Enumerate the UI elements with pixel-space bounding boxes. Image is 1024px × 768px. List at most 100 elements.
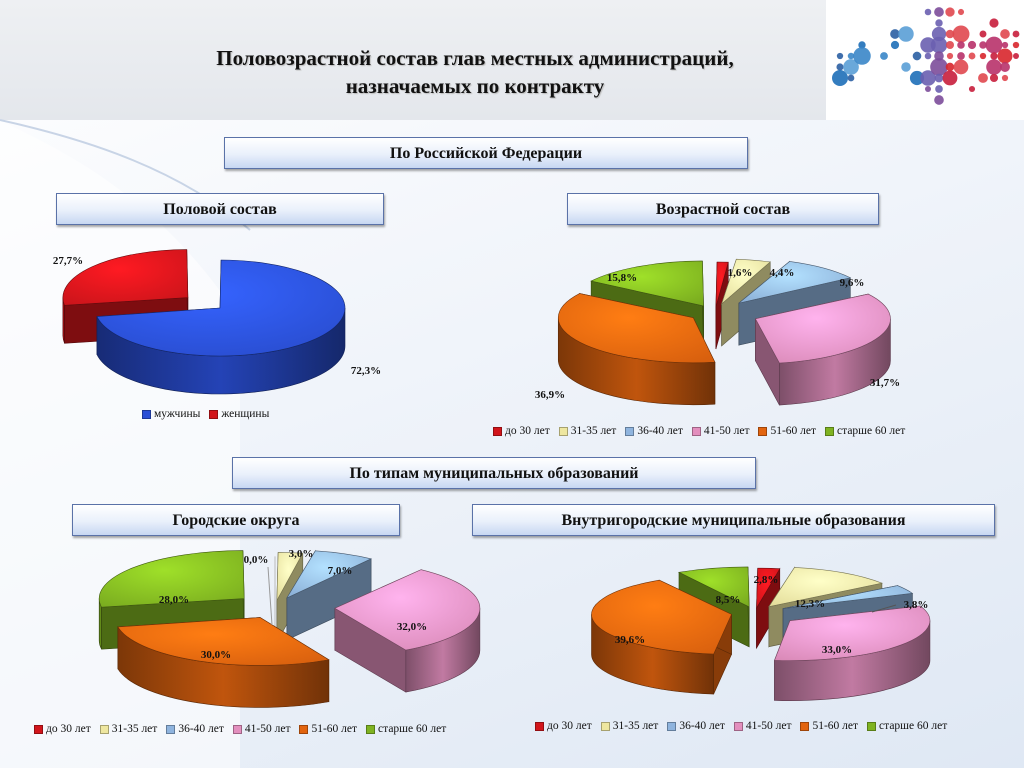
intracity-pie-chart: 2,8% 12,3% 3,8% 33,0% 39,6% 8,5% — [591, 566, 931, 701]
data-label-urban-1: 3,0% — [289, 548, 314, 560]
pie-slice-intracity-3 — [774, 605, 931, 701]
page-title: Половозрастной состав глав местных админ… — [130, 44, 820, 100]
pie-slice-age_rf-3 — [754, 293, 891, 406]
urban-legend: до 30 лет 31-35 лет 36-40 лет 41-50 лет 51-6… — [34, 723, 446, 735]
legend-item-urban-0: до 30 лет — [34, 723, 91, 735]
data-label-gender-1: 27,7% — [53, 255, 83, 267]
legend-swatch-icon — [493, 426, 502, 436]
legend-label: мужчины — [154, 408, 201, 420]
legend-swatch-icon — [34, 724, 43, 734]
legend-swatch-icon — [600, 721, 610, 731]
legend-item-age_rf-0: до 30 лет — [493, 425, 550, 437]
title-line-1: Половозрастной состав глав местных админ… — [216, 46, 734, 70]
legend-label: 36-40 лет — [178, 723, 224, 735]
section-age: Возрастной состав — [567, 193, 879, 225]
data-label-age_rf-1: 4,4% — [770, 267, 795, 279]
data-label-age_rf-2: 9,6% — [840, 277, 865, 289]
legend-item-urban-3: 41-50 лет — [232, 723, 291, 735]
logo — [826, 0, 1024, 120]
legend-swatch-icon — [800, 721, 810, 731]
pie-slice-urban-4 — [117, 616, 330, 708]
data-label-urban-4: 30,0% — [201, 649, 231, 661]
legend-swatch-icon — [558, 426, 568, 436]
legend-item-urban-1: 31-35 лет — [99, 723, 157, 735]
legend-swatch-icon — [667, 721, 677, 731]
section-rf: По Российской Федерации — [224, 137, 748, 169]
legend-swatch-icon — [166, 724, 176, 734]
legend-item-urban-5: старше 60 лет — [366, 723, 446, 735]
legend-item-intracity-1: 31-35 лет — [600, 720, 659, 732]
legend-label: 36-40 лет — [679, 720, 725, 732]
legend-label: 31-35 лет — [570, 425, 617, 437]
data-label-intracity-1: 12,3% — [795, 598, 825, 610]
data-label-intracity-5: 8,5% — [716, 594, 741, 606]
section-intracity: Внутригородские муниципальные образовани… — [472, 504, 995, 536]
gender-pie-chart: 72,3% 27,7% — [53, 249, 381, 395]
legend-label: 51-60 лет — [311, 723, 358, 735]
legend-item-age_rf-5: старше 60 лет — [825, 425, 905, 437]
legend-item-urban-2: 36-40 лет — [166, 723, 224, 735]
legend-item-intracity-4: 51-60 лет — [800, 720, 858, 732]
section-urban-districts: Городские округа — [72, 504, 400, 536]
legend-swatch-icon — [142, 409, 151, 419]
legend-label: 36-40 лет — [637, 425, 683, 437]
legend-label: старше 60 лет — [837, 425, 906, 437]
legend-item-age_rf-2: 36-40 лет — [625, 425, 683, 437]
data-label-urban-3: 32,0% — [397, 621, 427, 633]
legend-item-intracity-2: 36-40 лет — [667, 720, 725, 732]
legend-swatch-icon — [758, 426, 768, 436]
legend-item-intracity-5: старше 60 лет — [867, 720, 947, 732]
section-gender: Половой состав — [56, 193, 384, 225]
pie-slice-intracity-4 — [591, 579, 732, 695]
pie-slice-age_rf-4 — [557, 293, 716, 406]
urban-pie-chart: 0,0% 3,0% 7,0% 32,0% 30,0% 28,0% — [98, 548, 481, 708]
data-label-intracity-2: 3,8% — [904, 599, 929, 611]
data-label-urban-5: 28,0% — [159, 594, 189, 606]
legend-label: женщины — [221, 408, 270, 420]
legend-item-gender-1: женщины — [209, 408, 269, 420]
legend-label: 31-35 лет — [612, 720, 659, 732]
intracity-legend: до 30 лет 31-35 лет 36-40 лет 41-50 лет 51-6… — [535, 720, 947, 732]
data-label-age_rf-5: 15,8% — [607, 272, 637, 284]
legend-item-age_rf-1: 31-35 лет — [558, 425, 617, 437]
legend-swatch-icon — [691, 426, 701, 436]
pie-slice-urban-2 — [286, 549, 373, 641]
dots-logo-icon — [832, 7, 1020, 105]
gender-legend: мужчины женщины — [142, 408, 269, 420]
legend-item-age_rf-3: 41-50 лет — [691, 425, 750, 437]
data-label-intracity-0: 2,8% — [754, 574, 779, 586]
data-label-gender-0: 72,3% — [351, 365, 381, 377]
legend-label: 51-60 лет — [770, 425, 817, 437]
data-label-age_rf-0: 1,6% — [728, 267, 753, 279]
legend-label: старше 60 лет — [378, 723, 447, 735]
legend-label: 41-50 лет — [703, 425, 750, 437]
age-legend: до 30 лет 31-35 лет 36-40 лет 41-50 лет 51-6… — [493, 425, 905, 437]
legend-item-gender-0: мужчины — [142, 408, 200, 420]
data-label-intracity-3: 33,0% — [822, 644, 852, 656]
legend-swatch-icon — [99, 724, 109, 734]
age-pie-chart: 1,6% 4,4% 9,6% 31,7% 36,9% 15,8% — [535, 258, 900, 406]
data-label-urban-2: 7,0% — [328, 565, 353, 577]
data-label-age_rf-4: 36,9% — [535, 389, 565, 401]
data-label-age_rf-3: 31,7% — [870, 377, 900, 389]
data-label-intracity-4: 39,6% — [615, 634, 645, 646]
legend-label: до 30 лет — [505, 425, 550, 437]
legend-swatch-icon — [867, 721, 877, 731]
legend-label: до 30 лет — [547, 720, 592, 732]
legend-label: 41-50 лет — [244, 723, 291, 735]
legend-label: до 30 лет — [46, 723, 91, 735]
legend-item-age_rf-4: 51-60 лет — [758, 425, 816, 437]
legend-swatch-icon — [366, 724, 376, 734]
legend-label: 51-60 лет — [812, 720, 859, 732]
legend-swatch-icon — [232, 724, 242, 734]
section-municipal-types: По типам муниципальных образований — [232, 457, 756, 489]
legend-swatch-icon — [733, 721, 743, 731]
legend-label: 41-50 лет — [745, 720, 792, 732]
legend-item-intracity-0: до 30 лет — [535, 720, 592, 732]
legend-swatch-icon — [209, 409, 219, 419]
pie-slice-gender-0 — [96, 259, 346, 395]
data-label-urban-0: 0,0% — [244, 554, 269, 566]
legend-swatch-icon — [625, 426, 635, 436]
legend-swatch-icon — [299, 724, 309, 734]
legend-swatch-icon — [825, 426, 835, 436]
